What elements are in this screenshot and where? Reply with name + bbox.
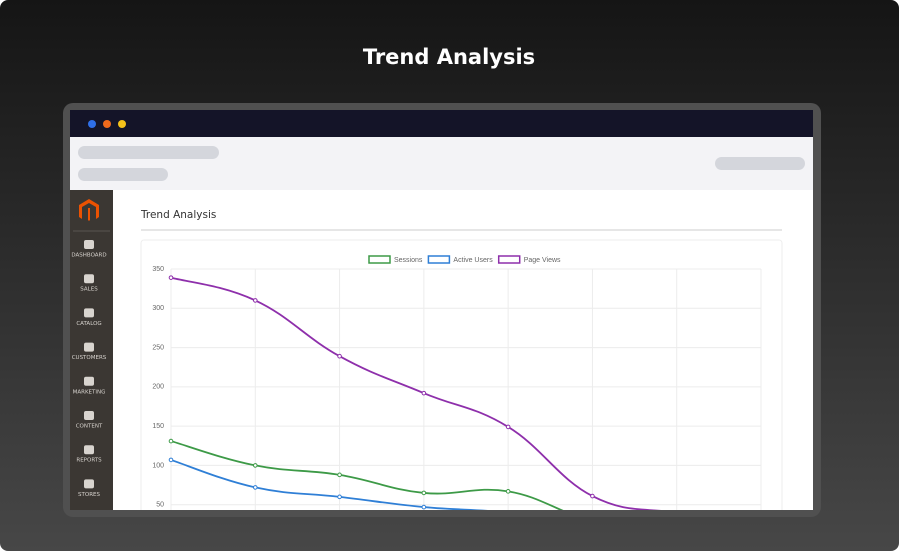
- point: [590, 493, 595, 499]
- y-tick-label: 350: [152, 266, 164, 273]
- placeholder: [78, 146, 219, 159]
- dot: [88, 120, 96, 128]
- point: [505, 424, 511, 430]
- menu-label: SALES: [80, 287, 98, 293]
- legend-label: Sessions: [394, 257, 423, 264]
- legend-label: Active Users: [453, 257, 493, 264]
- menu-icon: [84, 274, 94, 284]
- legend-label: Page Views: [524, 257, 561, 264]
- page-title: Trend Analysis: [363, 45, 535, 69]
- point: [421, 504, 427, 510]
- point: [252, 298, 258, 303]
- point: [252, 463, 258, 468]
- point: [168, 275, 174, 280]
- point: [337, 472, 342, 478]
- point: [168, 457, 174, 463]
- menu-label: CUSTOMERS: [72, 355, 107, 361]
- legend-swatch: [497, 255, 521, 264]
- point: [337, 494, 342, 500]
- dot: [103, 120, 111, 128]
- point: [168, 438, 174, 444]
- point: [337, 353, 342, 359]
- point: [505, 489, 511, 494]
- line: [170, 440, 564, 510]
- chart-card: [140, 239, 783, 510]
- window: Trend Analysis DASHBOARD SALES CATALOG CUST…: [70, 110, 813, 510]
- menu-icon: [84, 479, 94, 489]
- legend-swatch: [368, 255, 391, 264]
- menu-icon: [84, 445, 94, 455]
- y-tick-label: 50: [156, 502, 164, 509]
- menu-icon: [84, 308, 94, 318]
- dot: [118, 120, 126, 128]
- y-tick-label: 100: [152, 462, 164, 469]
- menu-label: STORES: [78, 492, 100, 498]
- y-tick-label: 200: [152, 384, 164, 391]
- legend-swatch: [427, 255, 451, 264]
- menu-icon: [84, 411, 94, 420]
- point: [421, 490, 427, 496]
- menu-label: DASHBOARD: [71, 253, 106, 259]
- menu-label: CONTENT: [76, 424, 103, 430]
- placeholder: [715, 157, 805, 170]
- y-tick-label: 150: [152, 423, 164, 430]
- line: [170, 459, 489, 510]
- top-bar: [70, 137, 813, 190]
- menu-icon: [84, 376, 94, 386]
- point: [252, 485, 258, 490]
- menu-label: CATALOG: [76, 321, 101, 327]
- y-tick-label: 250: [152, 344, 164, 351]
- content-heading: Trend Analysis: [140, 209, 216, 221]
- logo: [79, 199, 99, 221]
- line: [170, 276, 662, 510]
- y-tick-label: 300: [152, 305, 164, 312]
- point: [421, 390, 427, 396]
- menu-icon: [84, 342, 94, 352]
- title-bar: [70, 110, 813, 137]
- menu-label: REPORTS: [76, 458, 102, 464]
- menu-label: MARKETING: [73, 389, 106, 395]
- menu-icon: [84, 240, 94, 249]
- placeholder: [78, 168, 168, 181]
